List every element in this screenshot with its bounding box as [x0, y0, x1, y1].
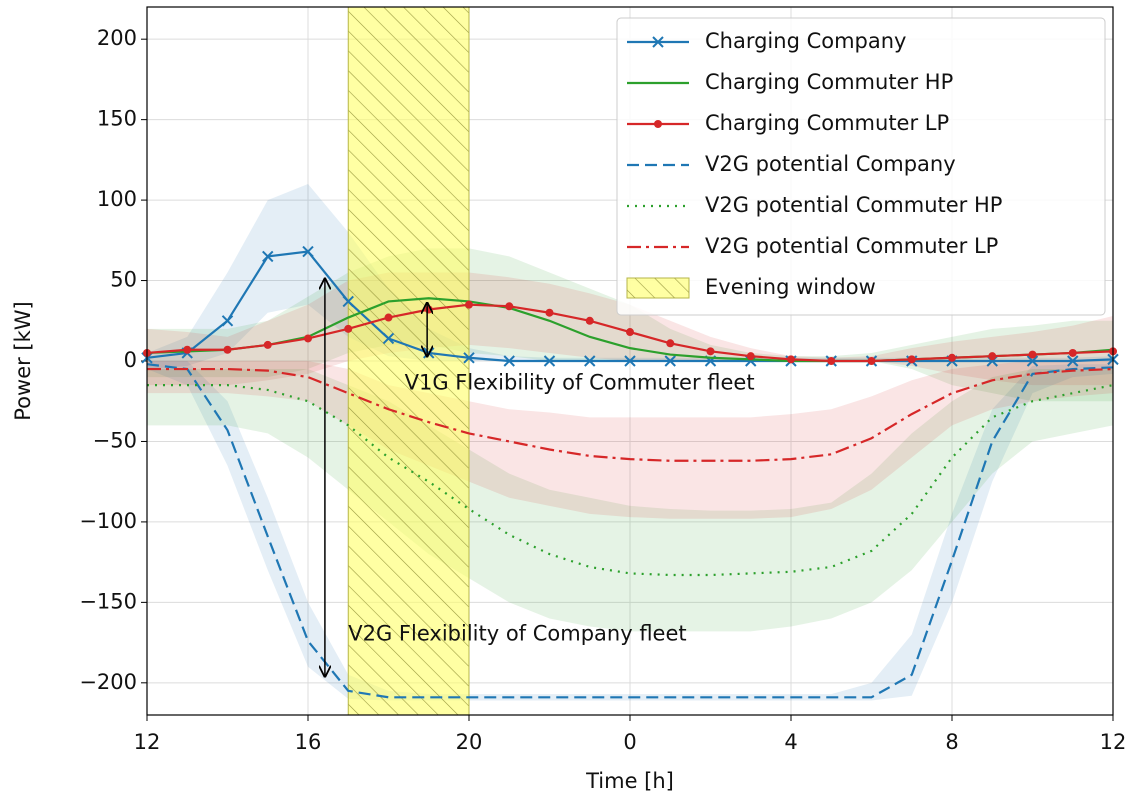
legend-label: Charging Commuter LP — [705, 111, 949, 135]
y-axis-label: Power [kW] — [11, 301, 35, 420]
marker — [988, 352, 997, 361]
x-axis-label: Time [h] — [585, 769, 674, 793]
marker — [624, 355, 636, 367]
marker — [505, 302, 514, 311]
marker — [666, 339, 675, 348]
legend-label: V2G potential Commuter HP — [705, 193, 1002, 217]
marker — [384, 313, 393, 322]
marker — [465, 300, 473, 309]
series-line — [147, 367, 1114, 462]
y-tick-label: −50 — [93, 428, 137, 452]
marker — [463, 352, 475, 364]
marker — [746, 352, 755, 361]
x-tick-label: 12 — [134, 730, 161, 754]
marker — [503, 355, 515, 367]
evening-window-hatch — [347, 6, 470, 716]
y-tick-label: −100 — [79, 509, 137, 533]
x-tick-label: 12 — [1100, 730, 1127, 754]
series-line — [146, 363, 1114, 699]
uncertainty-band — [147, 361, 1113, 701]
legend-marker — [654, 120, 662, 128]
legend-box — [616, 17, 1106, 316]
y-tick-label: −200 — [79, 670, 137, 694]
marker — [827, 357, 836, 365]
marker — [304, 334, 312, 343]
marker — [424, 305, 433, 314]
y-tick-label: 0 — [124, 348, 137, 372]
marker — [787, 355, 795, 364]
legend-label: V2G potential Company — [705, 152, 956, 176]
legend-label: Charging Commuter HP — [705, 70, 953, 94]
y-tick-label: 100 — [97, 187, 137, 211]
marker — [263, 340, 272, 349]
x-tick-label: 4 — [784, 730, 797, 754]
marker — [302, 245, 314, 258]
legend-label: Evening window — [705, 275, 876, 299]
x-tick-label: 0 — [623, 730, 636, 754]
legend: Charging Company Charging Commuter HP Char… — [616, 17, 1106, 316]
annotation: V2G Flexibility of Company fleet — [348, 622, 686, 646]
marker — [907, 355, 916, 364]
marker — [1067, 355, 1079, 367]
legend-label: V2G potential Commuter LP — [705, 234, 998, 258]
marker — [867, 357, 876, 365]
marker — [382, 332, 395, 345]
marker — [543, 355, 556, 367]
legend-label: Charging Company — [705, 29, 907, 53]
marker — [585, 316, 594, 325]
x-tick-label: 8 — [945, 730, 958, 754]
marker — [1028, 350, 1037, 359]
y-tick-label: −150 — [79, 589, 137, 613]
marker — [626, 328, 634, 337]
marker — [342, 295, 354, 308]
marker — [584, 355, 596, 367]
marker — [344, 324, 353, 333]
x-tick-label: 20 — [456, 730, 483, 754]
marker — [262, 250, 274, 263]
marker — [183, 345, 192, 354]
plot-frame — [146, 6, 1114, 716]
y-tick-label: 150 — [97, 107, 137, 131]
legend-swatch-hatch — [627, 278, 689, 298]
marker — [1026, 355, 1039, 367]
marker — [664, 355, 676, 367]
marker — [1068, 348, 1077, 357]
marker — [948, 353, 956, 362]
annotation: V1G Flexibility of Commuter fleet — [405, 371, 755, 395]
marker — [706, 347, 715, 356]
marker — [221, 315, 234, 327]
y-tick-label: 50 — [110, 268, 137, 292]
legend-marker — [652, 36, 664, 48]
x-tick-label: 16 — [295, 730, 322, 754]
y-tick-label: 200 — [97, 26, 137, 50]
marker — [545, 308, 554, 317]
marker — [223, 345, 232, 354]
